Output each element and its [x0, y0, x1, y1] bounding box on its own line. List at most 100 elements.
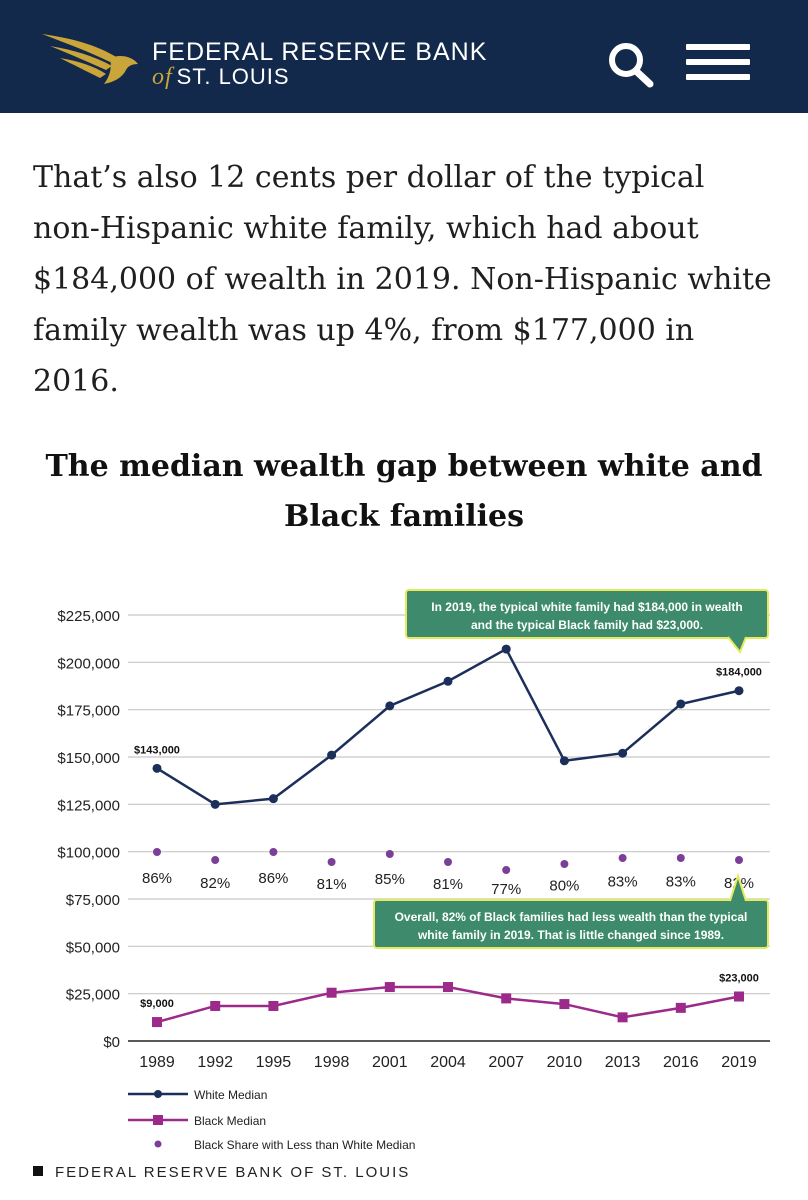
x-tick-label: 2019 — [721, 1054, 757, 1071]
black-share-point — [676, 854, 685, 862]
share-percent-label: 85% — [375, 871, 405, 888]
legend-white-label: White Median — [194, 1088, 267, 1102]
data-value-label: $184,000 — [716, 667, 762, 679]
site-header: FEDERAL RESERVE BANK of ST. LOUIS — [0, 0, 808, 113]
share-percent-label: 81% — [433, 876, 463, 893]
black-share-point — [560, 860, 569, 868]
menu-icon[interactable] — [684, 42, 752, 82]
black-median-point — [210, 1000, 221, 1011]
legend-share-label: Black Share with Less than White Median — [194, 1138, 415, 1152]
data-value-label: $23,000 — [719, 973, 759, 985]
white-median-point — [501, 644, 511, 654]
callout-82-percent: Overall, 82% of Black families had less … — [373, 872, 769, 949]
black-median-point — [384, 982, 395, 993]
x-tick-label: 1992 — [197, 1054, 233, 1071]
white-median-point — [268, 794, 278, 804]
white-median-point — [152, 763, 162, 773]
x-tick-label: 1995 — [256, 1054, 292, 1071]
x-tick-label: 1989 — [139, 1054, 175, 1071]
menu-bar — [686, 44, 750, 50]
x-tick-label: 2013 — [605, 1054, 641, 1071]
share-percent-label: 86% — [142, 870, 172, 887]
black-share-point — [618, 854, 627, 862]
y-tick-label: $150,000 — [57, 750, 120, 767]
brand-subname: of ST. LOUIS — [152, 64, 290, 91]
menu-bar — [686, 74, 750, 80]
y-tick-label: $200,000 — [57, 655, 120, 672]
black-share-point — [735, 856, 743, 864]
y-tick-label: $50,000 — [66, 939, 120, 956]
footer-credit-text: FEDERAL RESERVE BANK OF ST. LOUIS — [55, 1164, 411, 1181]
black-median-point — [326, 987, 337, 998]
brand-city: ST. LOUIS — [176, 64, 290, 89]
black-median-point — [617, 1012, 628, 1023]
article-paragraph: That’s also 12 cents per dollar of the t… — [33, 160, 772, 399]
data-value-label: $9,000 — [140, 998, 174, 1010]
y-tick-label: $25,000 — [66, 987, 120, 1004]
legend-share-marker — [154, 1140, 162, 1148]
black-median-point — [152, 1017, 162, 1028]
callout-pointer — [729, 872, 747, 902]
x-tick-label: 2007 — [488, 1054, 524, 1071]
black-median-point — [675, 1002, 686, 1013]
black-share-point — [211, 856, 220, 864]
white-median-point — [385, 701, 395, 711]
callout-pointer — [727, 636, 747, 654]
white-median-point — [327, 750, 337, 760]
x-tick-label: 2001 — [372, 1054, 408, 1071]
x-tick-label: 2016 — [663, 1054, 699, 1071]
share-percent-label: 86% — [258, 870, 288, 887]
black-share-point — [444, 858, 452, 866]
y-tick-label: $225,000 — [57, 608, 120, 625]
callout-2019-wealth: In 2019, the typical white family had $1… — [405, 589, 769, 654]
black-median-point — [268, 1000, 279, 1011]
eagle-logo-icon[interactable] — [40, 28, 140, 86]
footer-square-icon — [33, 1166, 43, 1176]
black-share-point — [153, 848, 161, 856]
data-value-label: $143,000 — [134, 744, 180, 756]
callout-text: In 2019, the typical white family had $1… — [431, 600, 742, 614]
menu-bar — [686, 59, 750, 65]
callout-box — [405, 589, 769, 639]
white-median-point — [618, 748, 628, 758]
black-share-point — [269, 848, 278, 856]
black-median-point — [443, 982, 453, 993]
white-median-point — [559, 756, 569, 766]
brand-of: of — [152, 64, 173, 90]
black-median-point — [559, 999, 570, 1010]
share-percent-label: 82% — [200, 875, 230, 892]
x-tick-label: 2010 — [547, 1054, 583, 1071]
x-tick-label: 2004 — [430, 1054, 466, 1071]
black-median-point — [734, 991, 744, 1002]
white-median-point — [443, 676, 453, 686]
legend-black-label: Black Median — [194, 1114, 266, 1128]
black-share-point — [502, 866, 511, 874]
legend-white-marker — [154, 1090, 162, 1098]
y-tick-label: $175,000 — [57, 703, 120, 720]
share-percent-label: 83% — [608, 874, 638, 891]
y-tick-label: $0 — [103, 1034, 120, 1051]
callout-text: white family in 2019. That is little cha… — [417, 928, 724, 942]
y-tick-label: $75,000 — [66, 892, 120, 909]
white-median-line — [156, 647, 740, 806]
y-tick-label: $125,000 — [57, 797, 120, 814]
black-share-point — [385, 850, 394, 858]
callout-text: and the typical Black family had $23,000… — [471, 618, 703, 632]
share-percent-label: 80% — [549, 877, 579, 894]
x-tick-label: 1998 — [314, 1054, 350, 1071]
callout-text: Overall, 82% of Black families had less … — [395, 910, 748, 924]
legend-black-marker — [153, 1115, 163, 1125]
brand-name: FEDERAL RESERVE BANK — [152, 38, 488, 66]
search-icon[interactable] — [606, 40, 656, 88]
footer-credit: FEDERAL RESERVE BANK OF ST. LOUIS — [33, 1164, 410, 1181]
share-percent-label: 77% — [491, 881, 521, 898]
black-median-line — [156, 985, 740, 1024]
white-median-point — [676, 699, 686, 709]
callout-box — [373, 899, 769, 949]
y-tick-label: $100,000 — [57, 845, 120, 862]
black-median-point — [501, 993, 512, 1004]
white-median-point — [210, 799, 220, 809]
wealth-gap-chart: $0 $25,000 $50,000 $75,000 $100,000 $125,000 $… — [57, 589, 770, 1152]
white-median-point — [734, 686, 744, 696]
share-percent-label: 83% — [666, 874, 696, 891]
